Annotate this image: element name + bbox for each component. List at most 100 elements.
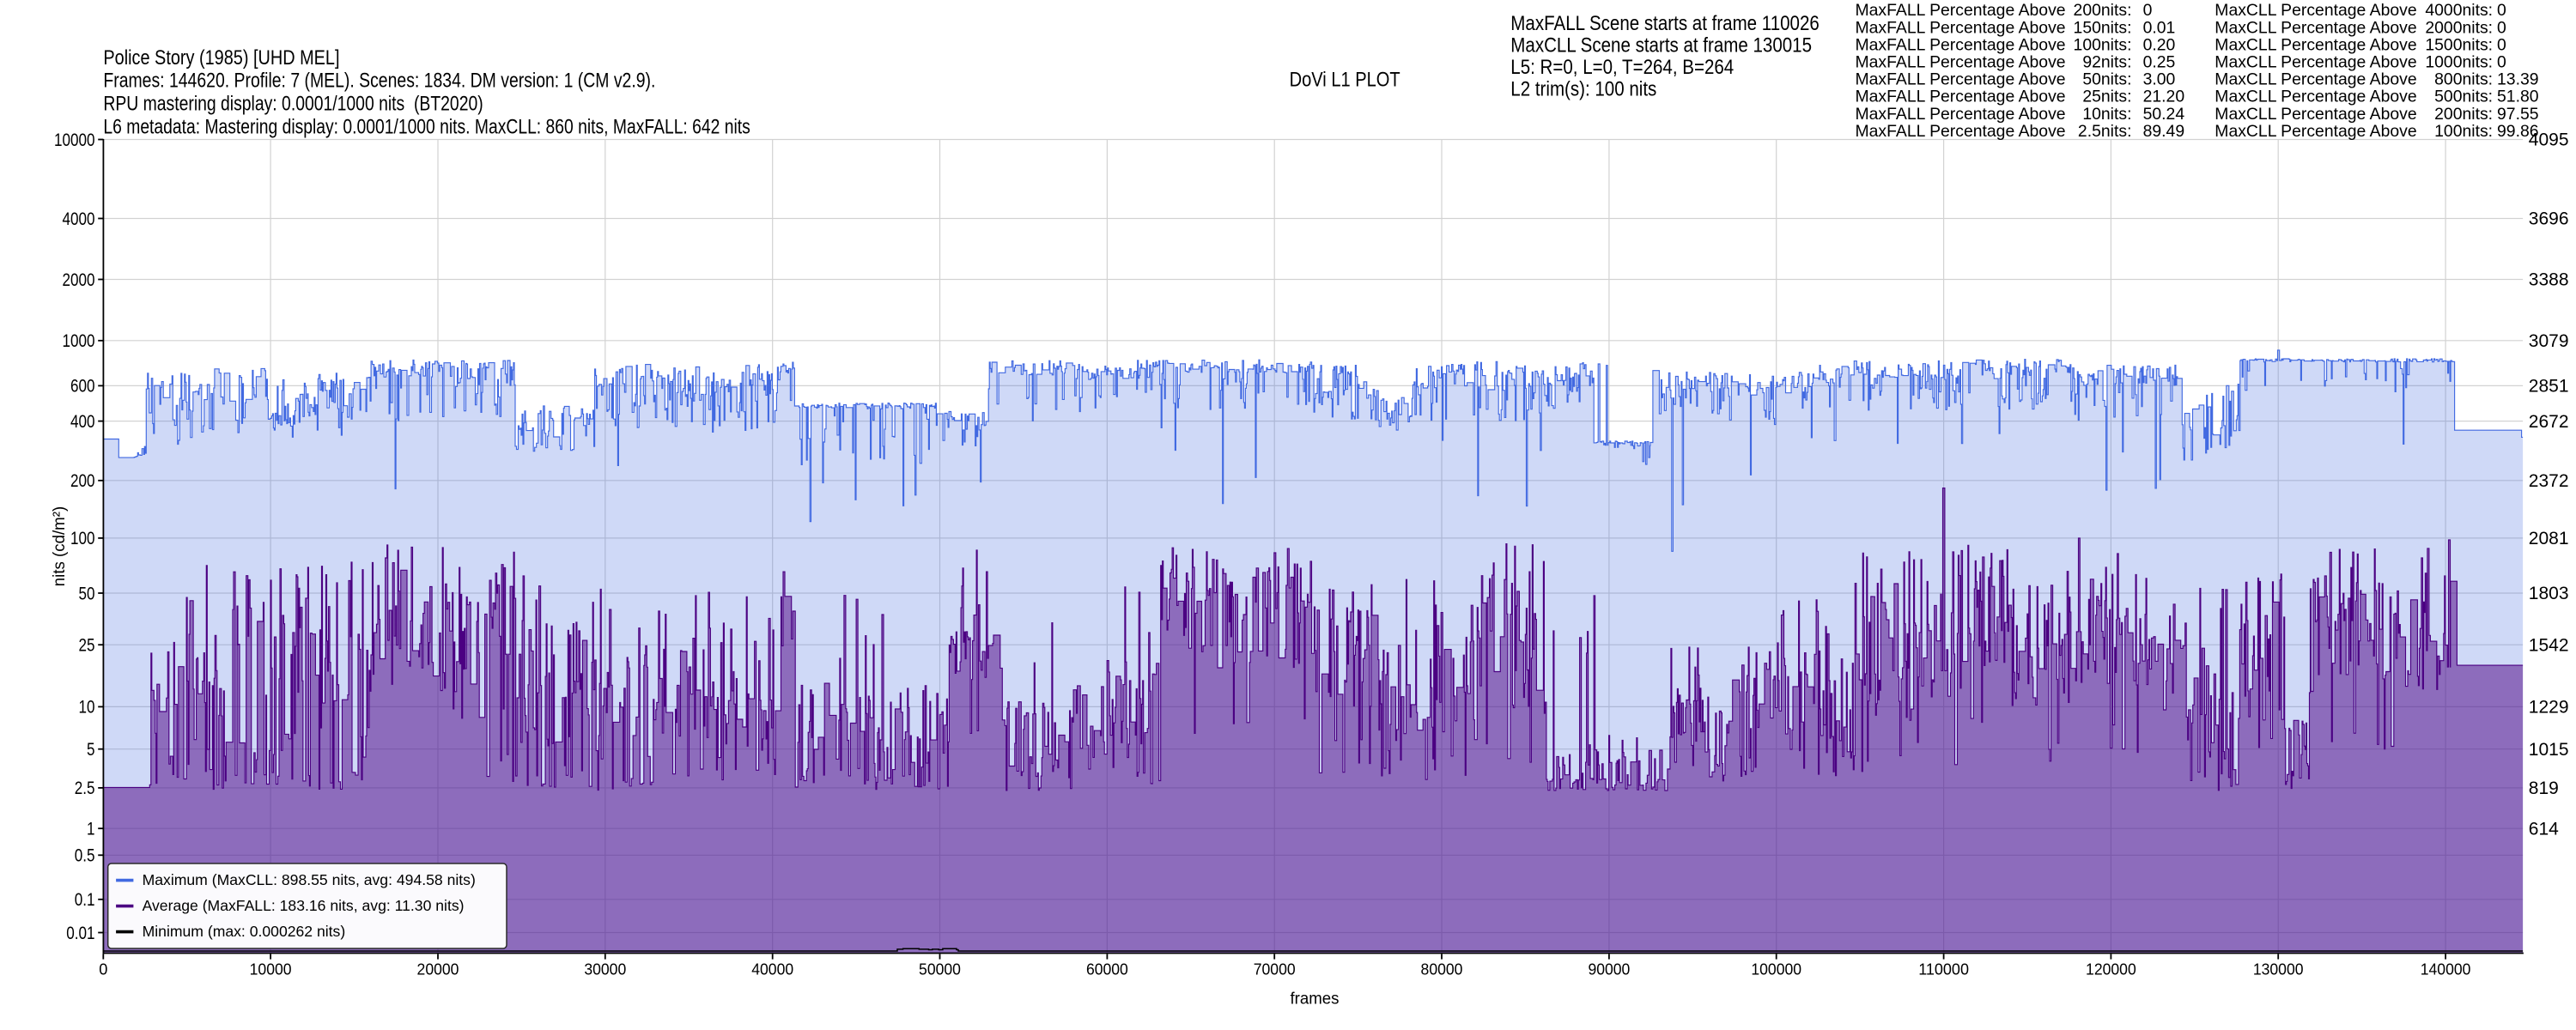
svg-text:3388: 3388	[2529, 270, 2569, 290]
svg-text:Average (MaxFALL: 183.16 nits,: Average (MaxFALL: 183.16 nits, avg: 11.3…	[143, 897, 465, 914]
svg-text:2.5: 2.5	[2078, 122, 2101, 141]
svg-text:nits:: nits:	[2101, 53, 2132, 72]
svg-text:nits:: nits:	[2101, 88, 2132, 106]
svg-text:L6 metadata: Mastering display: L6 metadata: Mastering display: 0.0001/1…	[103, 116, 750, 138]
svg-text:40000: 40000	[751, 960, 793, 978]
svg-text:nits (cd/m²): nits (cd/m²)	[50, 506, 69, 586]
svg-text:nits:: nits:	[2463, 18, 2494, 37]
svg-text:nits:: nits:	[2101, 18, 2132, 37]
svg-text:21.20: 21.20	[2143, 88, 2185, 106]
svg-text:0.01: 0.01	[2143, 18, 2176, 37]
svg-text:2081: 2081	[2529, 529, 2569, 548]
svg-text:70000: 70000	[1254, 960, 1296, 978]
svg-text:Frames: 144620. Profile: 7 (ME: Frames: 144620. Profile: 7 (MEL). Scenes…	[103, 70, 655, 92]
svg-text:200: 200	[70, 471, 95, 491]
svg-text:2000: 2000	[63, 270, 95, 290]
svg-text:150: 150	[2074, 18, 2102, 37]
svg-text:MaxCLL Percentage Above: MaxCLL Percentage Above	[2215, 122, 2416, 141]
svg-text:1: 1	[87, 820, 95, 839]
svg-text:0: 0	[99, 960, 107, 978]
svg-text:MaxCLL Percentage Above: MaxCLL Percentage Above	[2215, 88, 2416, 106]
svg-text:nits:: nits:	[2101, 35, 2132, 54]
svg-text:nits:: nits:	[2463, 70, 2494, 89]
svg-text:MaxCLL Percentage Above: MaxCLL Percentage Above	[2215, 53, 2416, 72]
svg-text:10000: 10000	[54, 130, 95, 150]
svg-text:97.55: 97.55	[2497, 105, 2539, 124]
svg-text:nits:: nits:	[2101, 122, 2132, 141]
svg-text:3696: 3696	[2529, 209, 2569, 229]
svg-text:1000: 1000	[2425, 53, 2462, 72]
svg-text:200: 200	[2074, 1, 2102, 20]
svg-text:frames: frames	[1291, 990, 1340, 1009]
svg-text:600: 600	[70, 377, 95, 397]
svg-text:MaxFALL Percentage Above: MaxFALL Percentage Above	[1856, 35, 2066, 54]
svg-text:100: 100	[70, 529, 95, 548]
svg-text:MaxCLL Percentage Above: MaxCLL Percentage Above	[2215, 70, 2416, 89]
svg-text:80000: 80000	[1421, 960, 1463, 978]
svg-text:MaxFALL Percentage Above: MaxFALL Percentage Above	[1856, 18, 2066, 37]
svg-text:L2 trim(s): 100 nits: L2 trim(s): 100 nits	[1510, 79, 1656, 101]
svg-text:25: 25	[2082, 88, 2101, 106]
svg-text:50: 50	[79, 584, 95, 603]
svg-text:MaxCLL Scene starts at frame 1: MaxCLL Scene starts at frame 130015	[1510, 35, 1812, 58]
svg-text:Police Story (1985) [UHD MEL]: Police Story (1985) [UHD MEL]	[103, 47, 339, 70]
svg-text:92: 92	[2082, 53, 2101, 72]
svg-text:MaxCLL Percentage Above: MaxCLL Percentage Above	[2215, 35, 2416, 54]
svg-text:nits:: nits:	[2463, 1, 2494, 20]
svg-text:nits:: nits:	[2101, 105, 2132, 124]
svg-text:0.20: 0.20	[2143, 35, 2176, 54]
svg-text:4000: 4000	[2425, 1, 2462, 20]
svg-text:614: 614	[2529, 819, 2559, 839]
svg-text:MaxCLL Percentage Above: MaxCLL Percentage Above	[2215, 105, 2416, 124]
svg-text:200: 200	[2434, 105, 2463, 124]
svg-text:89.49: 89.49	[2143, 122, 2185, 141]
svg-text:2000: 2000	[2425, 18, 2462, 37]
svg-text:0.1: 0.1	[75, 890, 95, 910]
svg-text:2372: 2372	[2529, 471, 2569, 491]
svg-text:120000: 120000	[2086, 960, 2136, 978]
svg-text:10: 10	[2082, 105, 2101, 124]
svg-text:50.24: 50.24	[2143, 105, 2185, 124]
svg-text:819: 819	[2529, 779, 2559, 798]
svg-text:nits:: nits:	[2463, 122, 2494, 141]
svg-text:MaxFALL Percentage Above: MaxFALL Percentage Above	[1856, 88, 2066, 106]
svg-text:99.86: 99.86	[2497, 122, 2539, 141]
svg-text:nits:: nits:	[2101, 70, 2132, 89]
svg-text:50: 50	[2082, 70, 2101, 89]
svg-text:51.80: 51.80	[2497, 88, 2539, 106]
svg-text:nits:: nits:	[2101, 1, 2132, 20]
svg-text:nits:: nits:	[2463, 35, 2494, 54]
svg-text:4000: 4000	[63, 209, 95, 229]
svg-text:2.5: 2.5	[75, 779, 95, 798]
svg-text:25: 25	[79, 636, 95, 656]
svg-text:400: 400	[70, 412, 95, 432]
svg-text:5: 5	[87, 740, 95, 760]
svg-text:4095: 4095	[2529, 130, 2569, 150]
svg-text:MaxFALL Percentage Above: MaxFALL Percentage Above	[1856, 1, 2066, 20]
svg-text:500: 500	[2434, 88, 2463, 106]
svg-text:800: 800	[2434, 70, 2463, 89]
svg-text:MaxFALL Percentage Above: MaxFALL Percentage Above	[1856, 122, 2066, 141]
svg-text:DoVi L1 PLOT: DoVi L1 PLOT	[1290, 69, 1400, 91]
svg-text:130000: 130000	[2253, 960, 2304, 978]
svg-text:100: 100	[2074, 35, 2102, 54]
svg-text:1542: 1542	[2529, 635, 2569, 655]
svg-text:MaxFALL Percentage Above: MaxFALL Percentage Above	[1856, 70, 2066, 89]
svg-text:MaxFALL Scene starts at frame: MaxFALL Scene starts at frame 110026	[1510, 13, 1820, 35]
svg-text:13.39: 13.39	[2497, 70, 2539, 89]
svg-text:1015: 1015	[2529, 740, 2569, 760]
svg-text:2672: 2672	[2529, 412, 2569, 432]
svg-text:L5: R=0, L=0, T=264, B=264: L5: R=0, L=0, T=264, B=264	[1510, 57, 1734, 79]
svg-text:50000: 50000	[919, 960, 961, 978]
svg-text:100: 100	[2434, 122, 2463, 141]
svg-text:Maximum (MaxCLL: 898.55 nits,: Maximum (MaxCLL: 898.55 nits, avg: 494.5…	[143, 871, 476, 888]
svg-text:nits:: nits:	[2463, 105, 2494, 124]
svg-text:nits:: nits:	[2463, 88, 2494, 106]
svg-text:0: 0	[2497, 35, 2506, 54]
svg-text:140000: 140000	[2421, 960, 2471, 978]
svg-text:2851: 2851	[2529, 377, 2569, 397]
svg-text:90000: 90000	[1588, 960, 1630, 978]
svg-text:0: 0	[2497, 53, 2506, 72]
svg-text:3.00: 3.00	[2143, 70, 2176, 89]
svg-text:Minimum (max: 0.000262 nits): Minimum (max: 0.000262 nits)	[143, 923, 346, 940]
